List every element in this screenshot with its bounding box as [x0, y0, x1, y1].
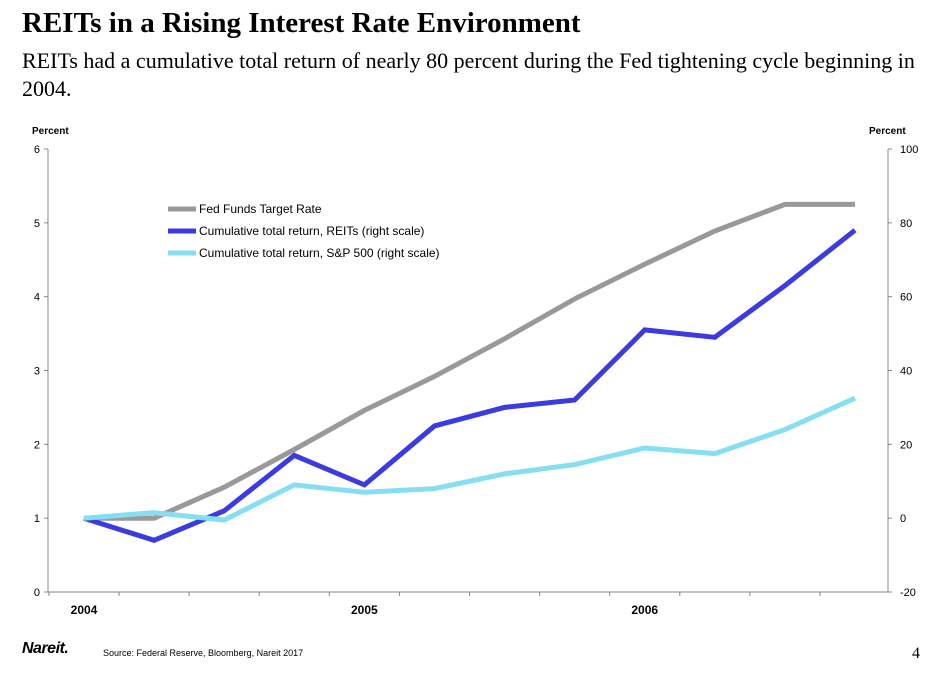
left-tick-label: 5 — [34, 218, 40, 230]
right-tick-label: 60 — [900, 292, 912, 304]
right-tick-label: 80 — [900, 218, 912, 230]
right-tick-label: 40 — [900, 366, 912, 378]
right-tick-label: 0 — [900, 513, 906, 525]
right-tick-label: 20 — [900, 439, 912, 451]
left-tick-label: 3 — [34, 366, 40, 378]
left-tick-label: 2 — [34, 439, 40, 451]
x-tick-label: 2006 — [631, 603, 658, 617]
legend-label-2: Cumulative total return, REITs (right sc… — [199, 224, 424, 238]
series-line-2 — [83, 228, 857, 543]
x-tick-label: 2005 — [351, 603, 378, 617]
right-tick-label: -20 — [900, 587, 916, 599]
left-tick-label: 4 — [34, 292, 40, 304]
left-tick-label: 1 — [34, 513, 40, 525]
slide-title: REITs in a Rising Interest Rate Environm… — [22, 7, 581, 39]
legend-label-3: Cumulative total return, S&P 500 (right … — [199, 246, 440, 260]
right-axis-label: Percent — [869, 126, 906, 137]
series-line-1 — [84, 201, 855, 521]
legend-label-1: Fed Funds Target Rate — [199, 202, 322, 216]
slide-subtitle: REITs had a cumulative total return of n… — [22, 48, 915, 101]
right-tick-label: 100 — [900, 144, 918, 156]
x-tick-label: 2004 — [71, 603, 98, 617]
source-note: Source: Federal Reserve, Bloomberg, Nare… — [103, 648, 304, 658]
page-number: 4 — [912, 645, 920, 662]
left-axis-label: Percent — [32, 126, 69, 137]
nareit-logo: Nareit. — [22, 640, 69, 657]
series-line-3 — [83, 395, 857, 523]
left-tick-label: 6 — [34, 144, 40, 156]
left-tick-label: 0 — [34, 587, 40, 599]
